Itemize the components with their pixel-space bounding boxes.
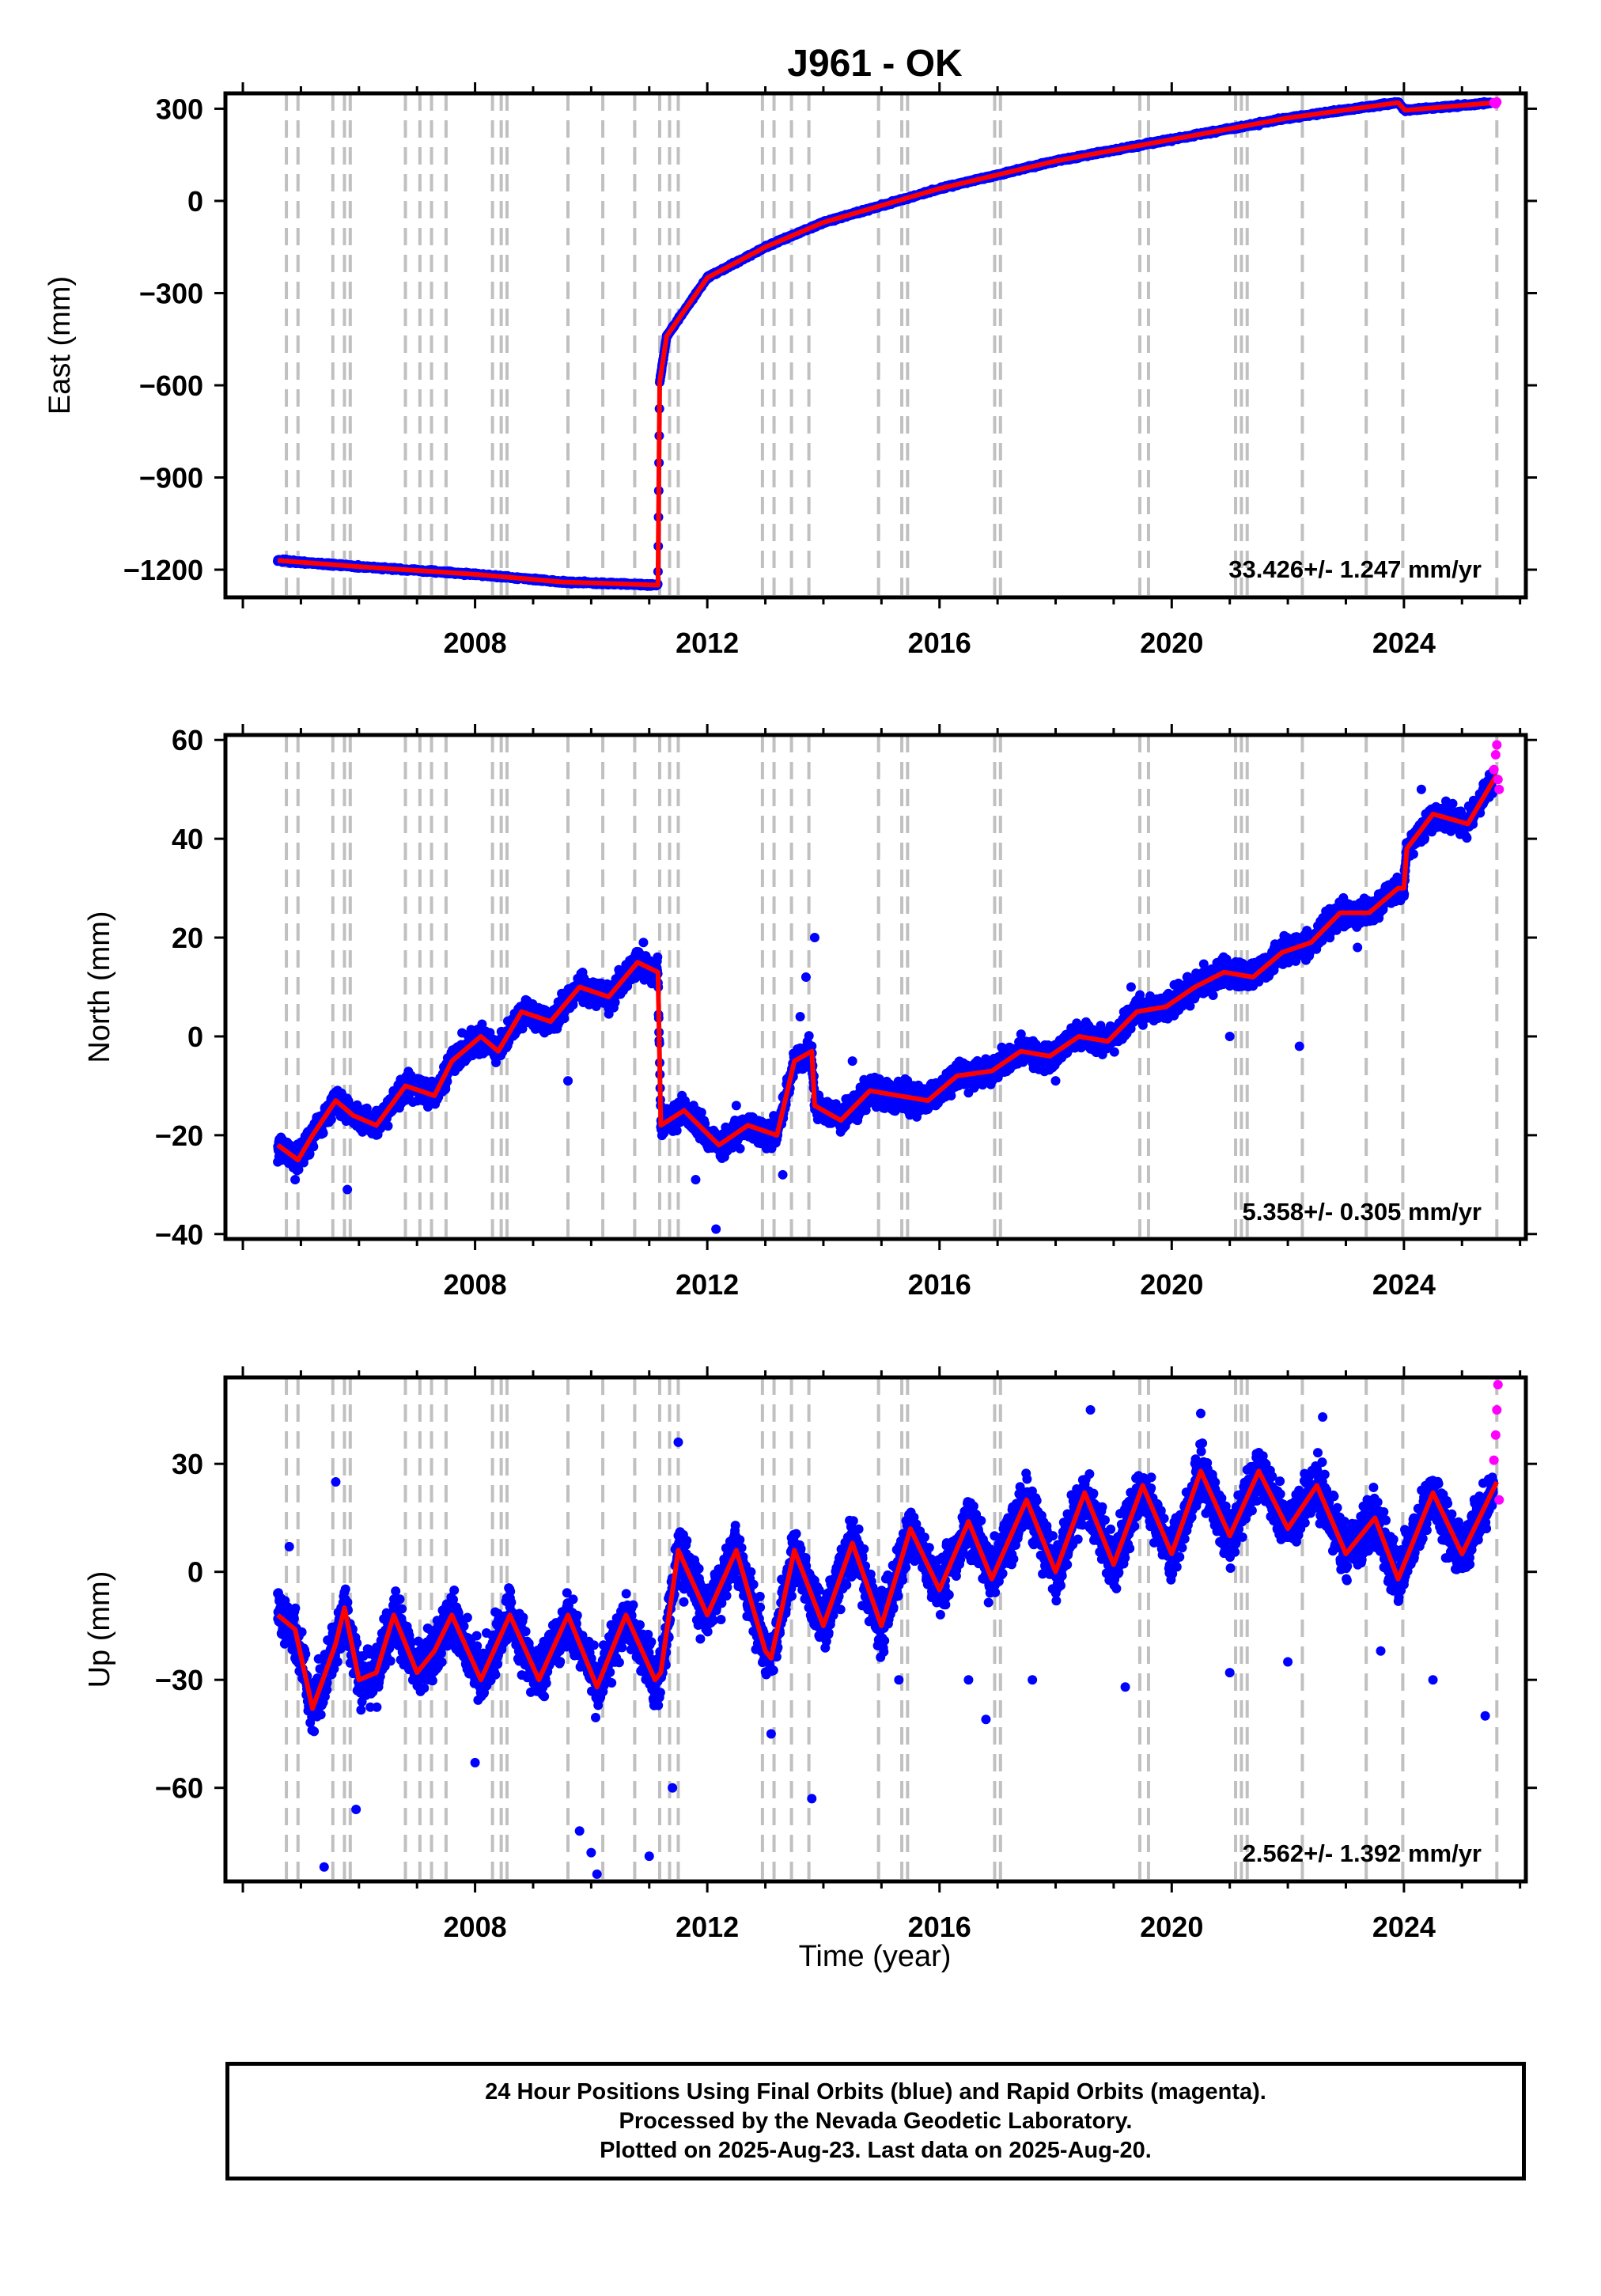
panel-1: 2008 2012 2016 2020 2024−1200−900−600−300030… xyxy=(44,82,1537,659)
panels: 2008 2012 2016 2020 2024−1200−900−600−300030… xyxy=(44,82,1537,1943)
x-axis-label: Time (year) xyxy=(799,1940,952,1973)
gps-time-series-chart: J961 - OK Time (year) 2008 2012 2016 2020 20… xyxy=(44,43,1537,1973)
plot-area xyxy=(273,93,1502,597)
chart-title: J961 - OK xyxy=(787,43,963,85)
